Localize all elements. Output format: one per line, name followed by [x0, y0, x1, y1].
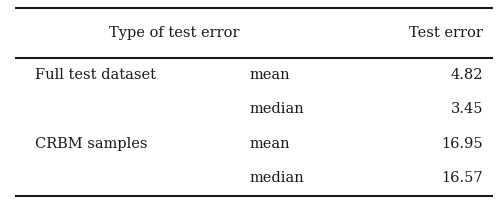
Text: 16.57: 16.57	[441, 171, 483, 185]
Text: Test error: Test error	[409, 26, 483, 40]
Text: Full test dataset: Full test dataset	[35, 68, 156, 82]
Text: median: median	[249, 171, 304, 185]
Text: mean: mean	[249, 137, 290, 151]
Text: 16.95: 16.95	[441, 137, 483, 151]
Text: 3.45: 3.45	[451, 102, 483, 116]
Text: mean: mean	[249, 68, 290, 82]
Text: median: median	[249, 102, 304, 116]
Text: 4.82: 4.82	[451, 68, 483, 82]
Text: CRBM samples: CRBM samples	[35, 137, 147, 151]
Text: Type of test error: Type of test error	[109, 26, 240, 40]
